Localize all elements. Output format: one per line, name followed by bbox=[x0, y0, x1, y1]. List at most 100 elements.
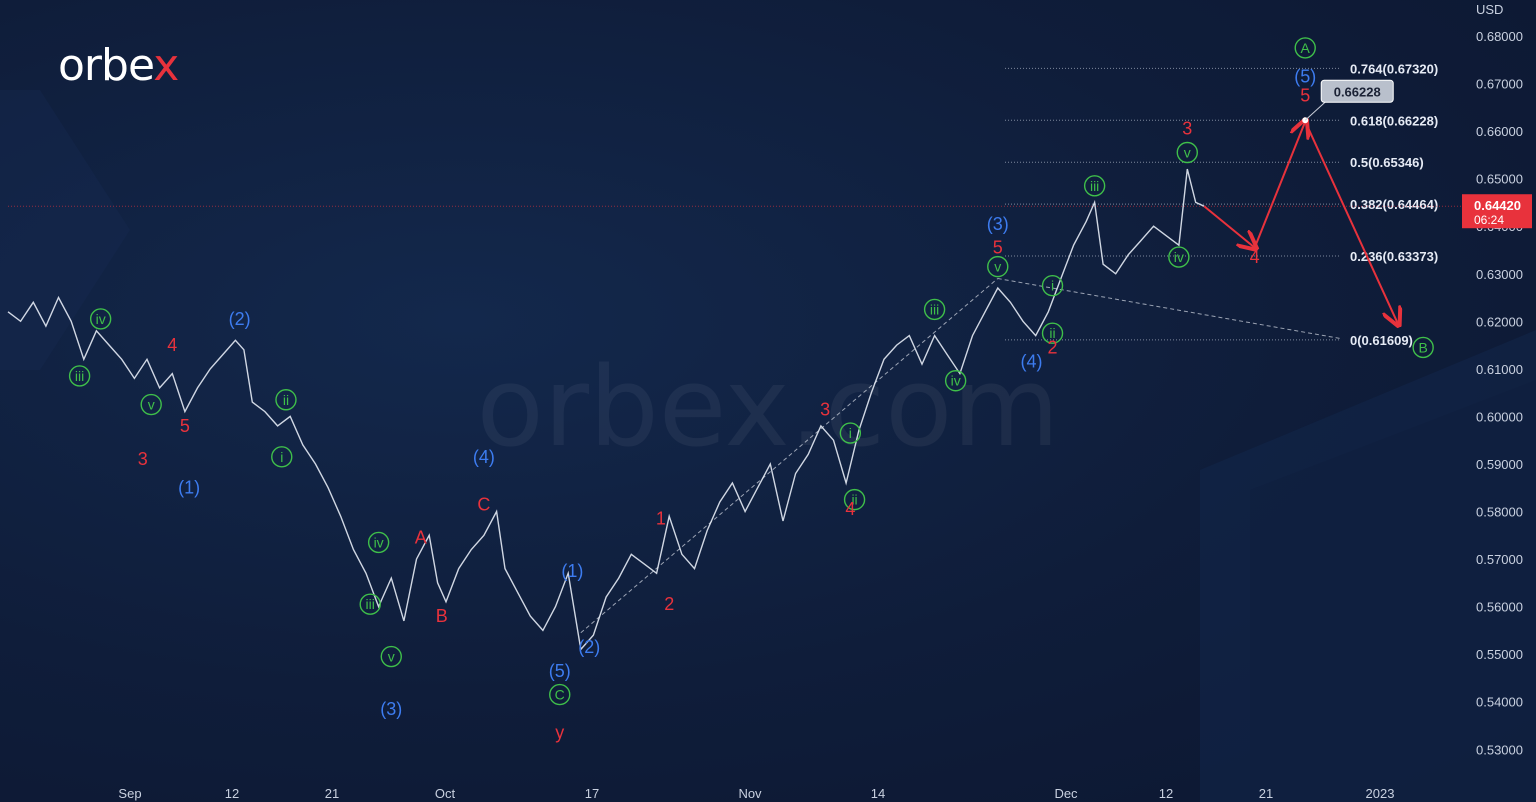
fib-label: 0.618(0.66228) bbox=[1350, 113, 1438, 128]
wave-label: (1) bbox=[561, 561, 583, 581]
wave-label: 4 bbox=[1250, 247, 1260, 267]
x-tick-label: Nov bbox=[738, 786, 762, 801]
wave-label-circle bbox=[380, 645, 402, 668]
wave-label: A bbox=[1301, 40, 1311, 56]
projection-arrow bbox=[1304, 121, 1398, 324]
wave-label: iii bbox=[1090, 178, 1099, 194]
x-tick-label: 21 bbox=[1259, 786, 1273, 801]
wave-label: 3 bbox=[1182, 119, 1192, 139]
current-price-text: 0.64420 bbox=[1474, 198, 1521, 213]
fib-label: 0.5(0.65346) bbox=[1350, 155, 1424, 170]
wave-label: C bbox=[477, 494, 490, 514]
wave-label-circle bbox=[68, 365, 91, 387]
y-tick-label: 0.65000 bbox=[1476, 172, 1523, 187]
y-tick-label: 0.63000 bbox=[1476, 267, 1523, 282]
callout-line bbox=[1304, 99, 1328, 121]
fib-label: 0.764(0.67320) bbox=[1350, 61, 1438, 76]
y-tick-label: 0.62000 bbox=[1476, 314, 1523, 329]
wave-label: v bbox=[994, 259, 1001, 275]
wave-label: v bbox=[148, 397, 155, 413]
wave-label-circle bbox=[839, 422, 862, 444]
wave-label: v bbox=[388, 649, 395, 665]
wave-label-circle bbox=[843, 488, 866, 511]
wave-label: iii bbox=[366, 596, 375, 612]
x-tick-label: 21 bbox=[325, 786, 339, 801]
wave-label-circle bbox=[987, 255, 1009, 278]
y-tick-label: 0.61000 bbox=[1476, 362, 1523, 377]
wave-label: (1) bbox=[178, 478, 200, 498]
wave-label: 5 bbox=[993, 238, 1003, 258]
wave-label: 1 bbox=[656, 509, 666, 529]
y-tick-label: 0.58000 bbox=[1476, 505, 1523, 520]
wave-label: i bbox=[1051, 278, 1054, 294]
y-tick-label: 0.56000 bbox=[1476, 600, 1523, 615]
wave-label: iv bbox=[374, 534, 384, 550]
x-axis: Sep 12 21 Oct 17 Nov 14 Dec 12 21 2023 bbox=[118, 786, 1394, 801]
y-tick-label: 0.55000 bbox=[1476, 647, 1523, 662]
fib-label: 0.382(0.64464) bbox=[1350, 197, 1438, 212]
wave-label: A bbox=[415, 528, 427, 548]
wave-label: 3 bbox=[820, 399, 830, 419]
wave-label-circle bbox=[1412, 336, 1434, 359]
wave-label: (3) bbox=[380, 699, 402, 719]
y-tick-label: 0.54000 bbox=[1476, 695, 1523, 710]
wave-label: 5 bbox=[180, 416, 190, 436]
wave-label: (2) bbox=[578, 637, 600, 657]
current-price-badge bbox=[1462, 194, 1532, 229]
wave-label: (5) bbox=[1294, 66, 1316, 86]
bg-shape-right-inner bbox=[1250, 380, 1536, 802]
y-tick-label: 0.66000 bbox=[1476, 124, 1523, 139]
y-tick-label: 0.67000 bbox=[1476, 77, 1523, 92]
wave-label-circle bbox=[89, 308, 112, 330]
wave-label: v bbox=[1184, 144, 1191, 160]
x-tick-label: Sep bbox=[118, 786, 141, 801]
wave-label-circle bbox=[1168, 246, 1190, 268]
projection-arrow bbox=[1203, 205, 1255, 247]
wave-label-circle bbox=[367, 531, 390, 554]
wave-label: ii bbox=[1049, 325, 1055, 341]
wave-label: (5) bbox=[549, 661, 571, 681]
wave-label-circle bbox=[1041, 274, 1064, 297]
wave-label-circle bbox=[1041, 322, 1064, 344]
wave-label: 2 bbox=[664, 594, 674, 614]
wave-label-circle bbox=[275, 389, 297, 411]
wave-label: (4) bbox=[1020, 352, 1042, 372]
wave-label: 3 bbox=[138, 449, 148, 469]
target-badge bbox=[1320, 79, 1394, 103]
price-line bbox=[7, 168, 1205, 651]
y-tick-label: 0.68000 bbox=[1476, 29, 1523, 44]
wave-label: iv bbox=[96, 311, 106, 327]
wave-label-circle bbox=[1083, 175, 1106, 197]
channel-line-1 bbox=[580, 278, 999, 634]
wave-label: (2) bbox=[229, 309, 251, 329]
wave-label: C bbox=[555, 687, 565, 703]
wave-label: i bbox=[849, 425, 852, 441]
watermark: orbex.com bbox=[476, 343, 1059, 471]
wave-label: iv bbox=[1174, 249, 1184, 265]
wave-label: iii bbox=[930, 301, 939, 317]
x-tick-label: 14 bbox=[871, 786, 885, 801]
wave-label-circle bbox=[359, 593, 381, 615]
y-tick-label: 0.57000 bbox=[1476, 552, 1523, 567]
target-badge-text: 0.66228 bbox=[1334, 84, 1381, 99]
fib-levels: 0.764(0.67320) 0.618(0.66228) 0.5(0.65346)… bbox=[1005, 61, 1438, 348]
x-tick-label: Oct bbox=[435, 786, 456, 801]
wave-label: B bbox=[436, 606, 448, 626]
wave-label-circle bbox=[923, 298, 946, 321]
wave-label: iii bbox=[75, 368, 84, 384]
wave-label: y bbox=[555, 723, 564, 743]
projection-arrow bbox=[1253, 122, 1306, 248]
wave-label-circle bbox=[944, 370, 967, 392]
fib-label: 0(0.61609) bbox=[1350, 333, 1413, 348]
orbex-logo: orbex bbox=[58, 40, 179, 91]
y-tick-label: 0.53000 bbox=[1476, 742, 1523, 757]
wave-label: iv bbox=[951, 373, 961, 389]
wave-label: 4 bbox=[167, 335, 177, 355]
wave-label: 2 bbox=[1048, 337, 1058, 357]
y-tick-label: 0.60000 bbox=[1476, 409, 1523, 424]
wave-label: 5 bbox=[1300, 85, 1310, 105]
x-tick-label: 12 bbox=[225, 786, 239, 801]
wave-label: ii bbox=[851, 492, 857, 508]
